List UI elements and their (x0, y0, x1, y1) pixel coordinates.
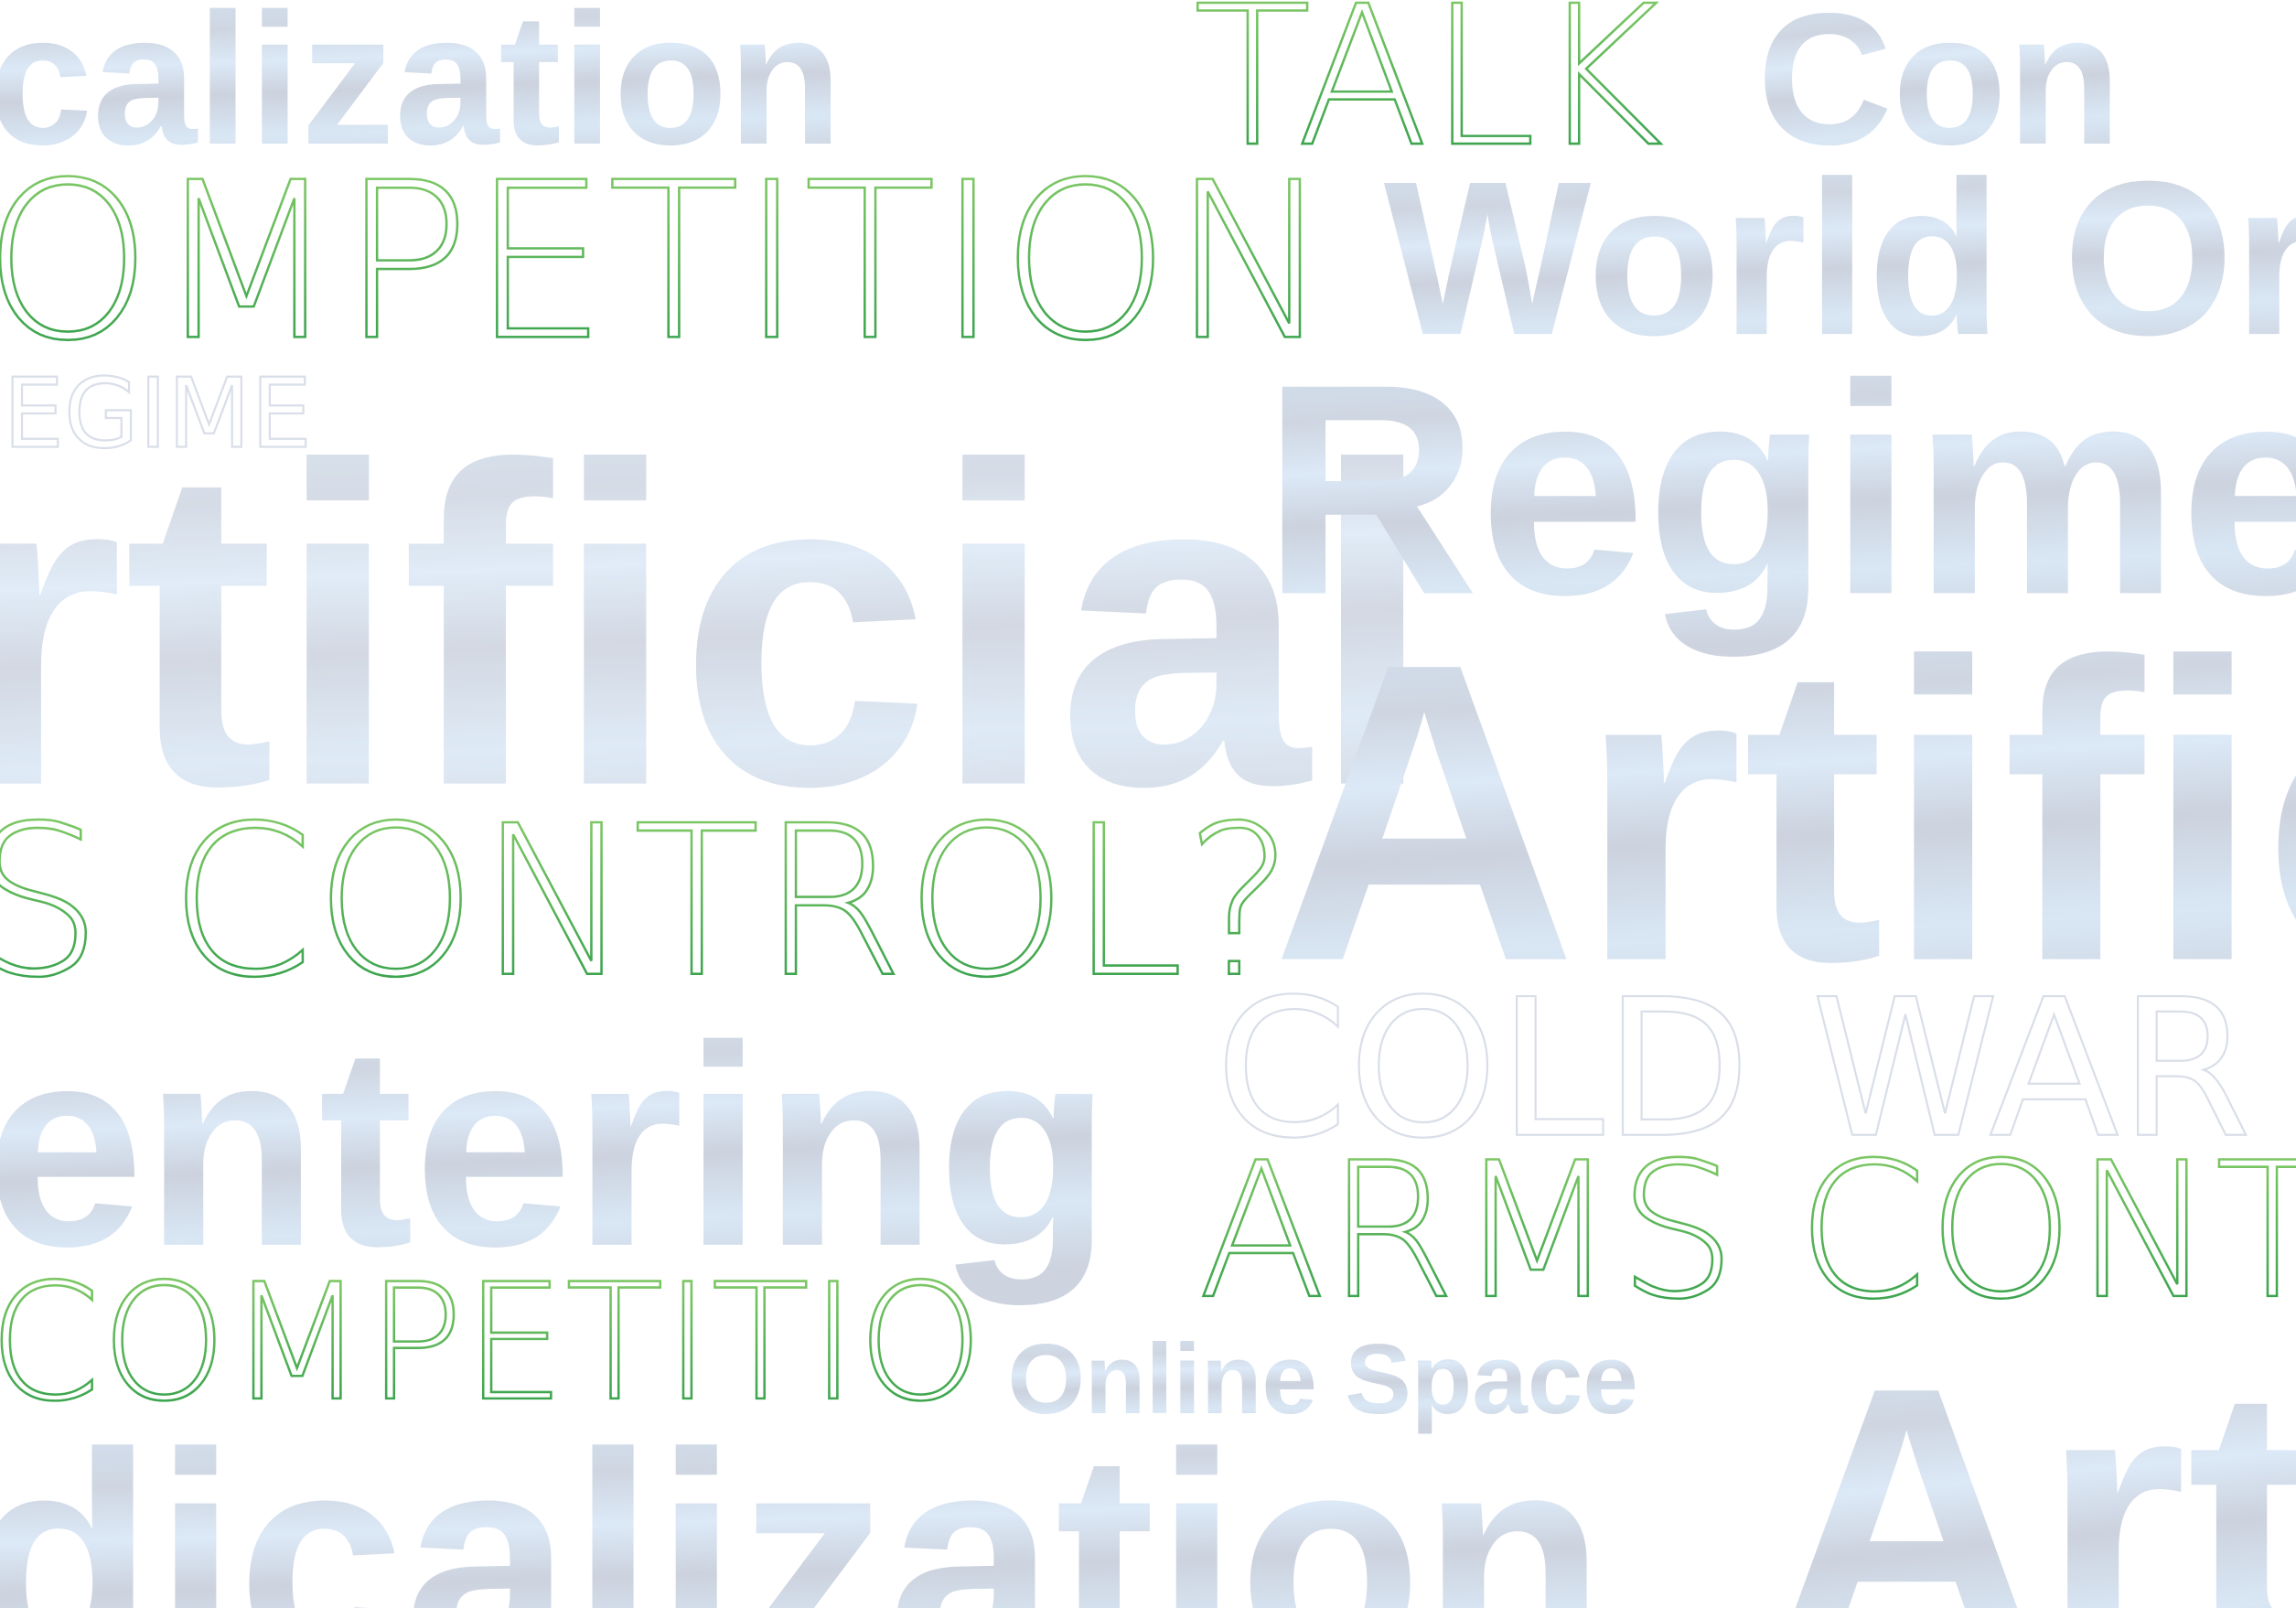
bold-word: entering (0, 987, 1111, 1307)
thin-word: TALK (1194, 0, 1664, 189)
bold-word: Arti (1772, 1309, 2296, 1608)
bold-word: Con (1757, 0, 2121, 184)
thin-word: COLD WAR 2 (1216, 959, 2296, 1181)
thin-word: OMPETITION (0, 135, 1333, 388)
bold-word: dicalization (0, 1390, 1605, 1608)
thin-word: EGIME (3, 357, 312, 469)
thin-word: COMPETITIO (0, 1249, 984, 1437)
thin-word: S CONTROL? (0, 781, 1294, 1024)
bold-word: World Or (1384, 135, 2296, 381)
bold-word: Regime (1262, 321, 2296, 659)
bold-word: Artific (1271, 576, 2296, 1050)
thin-word: ARMS CONTRO (1197, 1123, 2296, 1341)
bold-word: calization (0, 0, 842, 184)
bold-word: Online Space (1007, 1324, 1638, 1435)
bold-word: Artificial (0, 374, 1435, 881)
